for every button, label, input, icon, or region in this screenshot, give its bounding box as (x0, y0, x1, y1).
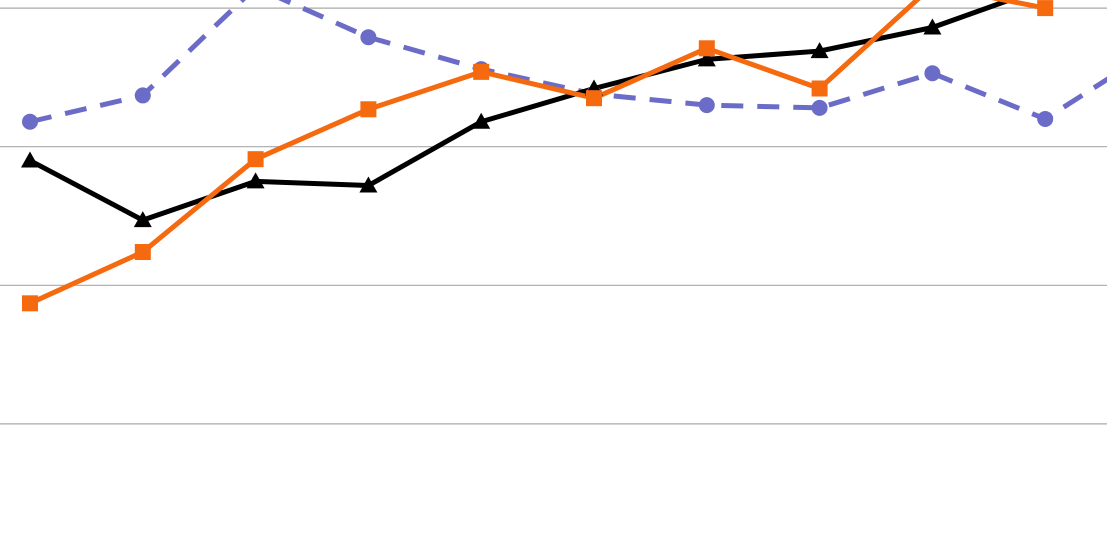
marker (810, 42, 829, 59)
marker (811, 99, 828, 116)
marker (134, 87, 151, 104)
marker (247, 151, 264, 168)
marker (21, 151, 39, 168)
marker (472, 112, 491, 129)
marker (360, 101, 377, 118)
marker (134, 244, 151, 261)
marker (1037, 110, 1054, 127)
series-line (28, 0, 1046, 306)
marker (924, 65, 941, 82)
series-line (28, 0, 1018, 223)
marker (133, 211, 152, 228)
series-line (29, 0, 1107, 125)
marker (473, 63, 490, 80)
marker (923, 18, 942, 35)
marker (359, 176, 378, 193)
marker (811, 80, 828, 97)
marker (246, 172, 265, 189)
marker (697, 50, 716, 67)
marker (22, 295, 38, 312)
marker (586, 90, 602, 107)
marker (22, 113, 38, 130)
marker (1037, 0, 1054, 17)
marker (698, 97, 715, 114)
marker (698, 40, 715, 57)
marker (360, 29, 377, 46)
